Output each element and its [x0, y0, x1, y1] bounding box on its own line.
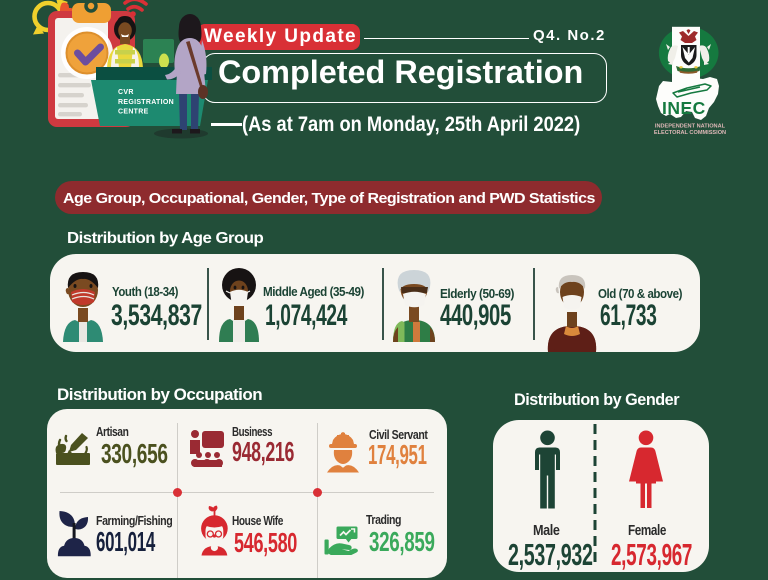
svg-text:CENTRE: CENTRE — [118, 109, 149, 116]
svg-text:ELECTORAL COMMISSION: ELECTORAL COMMISSION — [654, 130, 726, 136]
svg-text:REGISTRATION: REGISTRATION — [118, 99, 174, 106]
svg-text:INDEPENDENT NATIONAL: INDEPENDENT NATIONAL — [655, 124, 726, 130]
svg-text:CVR: CVR — [118, 89, 134, 96]
svg-text:INEC: INEC — [662, 98, 706, 118]
